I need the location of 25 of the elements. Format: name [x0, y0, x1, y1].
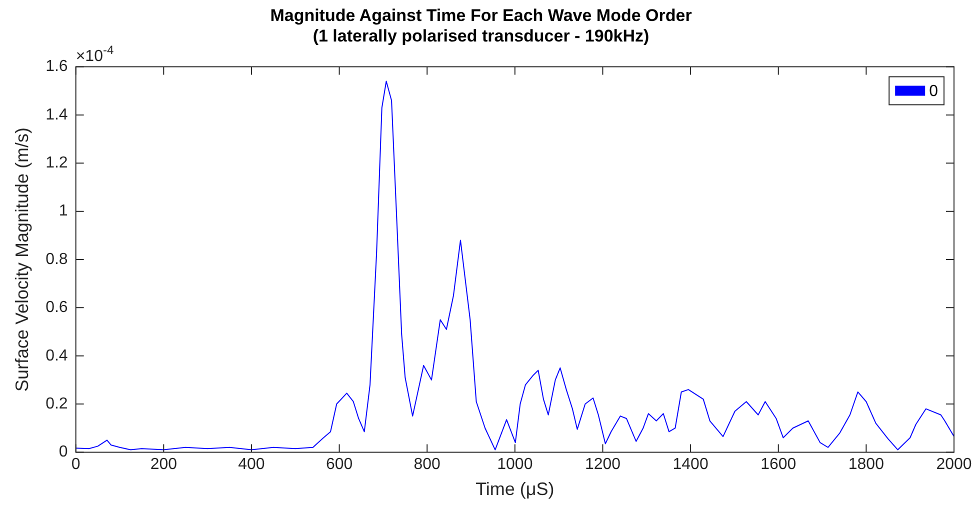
legend-label: 0 — [929, 83, 938, 100]
x-tick-label: 0 — [71, 456, 80, 474]
x-tick-label: 1200 — [584, 456, 621, 474]
chart-title: Magnitude Against Time For Each Wave Mode Order — [270, 6, 692, 25]
y-tick-label: 0.8 — [46, 250, 68, 268]
x-tick-label: 400 — [238, 456, 265, 474]
x-tick-label: 1800 — [848, 456, 884, 474]
y-tick-label: 1.2 — [46, 154, 68, 172]
y-tick-label: 0.4 — [46, 347, 68, 364]
y-tick-label: 1.6 — [46, 58, 68, 76]
y-tick-label: 0.2 — [46, 395, 68, 412]
x-tick-label: 800 — [414, 456, 441, 474]
y-axis-title: Surface Velocity Magnitude (m/s) — [12, 127, 32, 392]
x-tick-label: 200 — [150, 456, 178, 474]
chart-subtitle: (1 laterally polarised transducer - 190kHz) — [312, 26, 650, 46]
x-tick-label: 1600 — [760, 456, 796, 474]
x-tick-label: 1400 — [672, 456, 708, 474]
x-tick-label: 2000 — [936, 456, 972, 474]
y-tick-label: 1.4 — [46, 106, 68, 124]
y-tick-label: 0.6 — [46, 299, 68, 316]
x-tick-label: 1000 — [497, 456, 533, 474]
y-tick-label: 1 — [58, 202, 68, 220]
y-tick-label: 0 — [58, 444, 68, 461]
x-axis-title: Time (μS) — [476, 479, 554, 500]
x-tick-label: 600 — [326, 456, 353, 474]
